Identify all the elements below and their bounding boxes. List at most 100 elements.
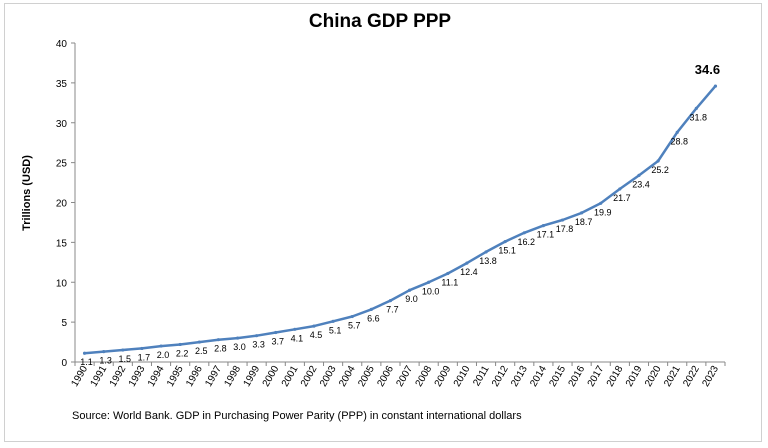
x-tick-label: 2015 xyxy=(547,364,568,389)
data-label: 5.7 xyxy=(348,321,361,331)
data-point xyxy=(216,338,220,342)
data-point xyxy=(293,327,297,331)
data-label: 21.7 xyxy=(613,193,631,203)
x-tick-label: 1995 xyxy=(165,364,186,389)
data-label: 34.6 xyxy=(695,62,720,77)
chart-title: China GDP PPP xyxy=(308,11,452,32)
x-tick-label: 2014 xyxy=(528,364,549,389)
data-point xyxy=(159,344,163,348)
x-tick-label: 2011 xyxy=(471,364,491,389)
y-tick-label: 20 xyxy=(56,199,68,210)
data-point xyxy=(197,340,201,344)
y-tick-label: 15 xyxy=(56,238,68,249)
x-tick-label: 2003 xyxy=(318,364,339,389)
x-tick-label: 1998 xyxy=(222,364,243,389)
x-tick-label: 2012 xyxy=(490,364,511,389)
x-tick-label: 2004 xyxy=(337,364,358,389)
x-tick-label: 1997 xyxy=(203,364,224,389)
data-label: 3.7 xyxy=(271,336,284,346)
data-point xyxy=(178,342,182,347)
x-tick-label: 2007 xyxy=(395,364,416,389)
data-label: 12.4 xyxy=(460,267,478,277)
x-tick-label: 2013 xyxy=(509,364,530,389)
data-label: 1.1 xyxy=(80,357,93,367)
data-label: 3.0 xyxy=(233,342,246,352)
data-label: 2.8 xyxy=(214,344,227,354)
data-label: 1.5 xyxy=(119,354,132,364)
x-tick-label: 2008 xyxy=(414,364,435,389)
data-point xyxy=(102,350,106,354)
data-label: 2.0 xyxy=(157,350,170,360)
data-label: 1.7 xyxy=(138,352,151,362)
data-label: 1.3 xyxy=(99,356,112,366)
data-label: 31.8 xyxy=(690,112,708,122)
data-point xyxy=(694,106,698,110)
y-tick-label: 25 xyxy=(56,159,68,170)
data-point xyxy=(503,239,507,244)
data-label: 6.6 xyxy=(367,313,380,323)
y-tick-label: 40 xyxy=(56,39,68,50)
data-label: 7.7 xyxy=(386,305,399,315)
data-label: 28.8 xyxy=(670,136,688,146)
x-tick-label: 2017 xyxy=(586,364,607,389)
x-tick-label: 1994 xyxy=(146,364,167,389)
data-point xyxy=(369,307,373,311)
data-label: 16.2 xyxy=(517,237,535,247)
data-point xyxy=(82,351,87,355)
x-tick-label: 2023 xyxy=(700,364,721,389)
data-point xyxy=(427,280,431,284)
source-note: Source: World Bank. GDP in Purchasing Po… xyxy=(72,410,522,422)
x-tick-label: 1996 xyxy=(184,364,205,389)
data-label: 13.8 xyxy=(479,256,497,266)
data-label: 17.1 xyxy=(537,230,555,240)
x-tick-label: 2018 xyxy=(605,364,626,389)
data-label: 2.2 xyxy=(176,348,189,358)
x-tick-label: 1992 xyxy=(108,364,129,389)
x-tick-label: 2021 xyxy=(662,364,683,389)
data-label: 17.8 xyxy=(556,224,574,234)
data-point xyxy=(407,288,412,292)
data-point xyxy=(446,271,450,276)
data-point xyxy=(312,324,316,328)
y-tick-label: 35 xyxy=(56,79,68,90)
data-label: 19.9 xyxy=(594,207,612,217)
y-tick-label: 30 xyxy=(56,119,68,130)
data-point xyxy=(599,201,603,205)
x-tick-label: 2019 xyxy=(624,364,645,389)
x-tick-label: 2020 xyxy=(643,364,664,389)
data-label: 3.3 xyxy=(252,340,265,350)
x-tick-label: 2006 xyxy=(375,364,396,389)
data-point xyxy=(140,346,144,351)
data-point xyxy=(484,250,488,254)
data-label: 2.5 xyxy=(195,346,208,356)
x-tick-label: 2016 xyxy=(567,364,588,389)
data-label: 11.1 xyxy=(441,277,458,287)
data-label: 4.1 xyxy=(291,333,304,343)
data-point xyxy=(121,348,125,352)
data-point xyxy=(675,130,679,134)
data-label: 10.0 xyxy=(422,286,440,296)
x-tick-label: 2005 xyxy=(356,364,377,389)
data-label: 25.2 xyxy=(651,165,669,175)
chart-frame xyxy=(4,3,762,442)
x-tick-label: 2022 xyxy=(681,364,702,389)
data-point xyxy=(350,314,354,319)
x-tick-label: 1993 xyxy=(127,364,148,389)
data-point xyxy=(618,187,622,191)
data-point xyxy=(388,298,393,303)
x-tick-label: 1990 xyxy=(70,364,91,389)
data-label: 5.1 xyxy=(329,325,342,335)
data-point xyxy=(235,336,240,340)
data-point xyxy=(465,261,469,265)
data-point xyxy=(637,173,641,177)
data-label: 4.5 xyxy=(310,330,323,340)
data-point xyxy=(331,319,335,323)
y-tick-label: 10 xyxy=(56,278,68,289)
series-line xyxy=(84,85,717,355)
data-point xyxy=(580,211,584,215)
data-label: 9.0 xyxy=(405,294,418,304)
x-tick-label: 1999 xyxy=(242,364,263,389)
x-tick-label: 2001 xyxy=(280,364,301,389)
data-point xyxy=(541,224,545,228)
